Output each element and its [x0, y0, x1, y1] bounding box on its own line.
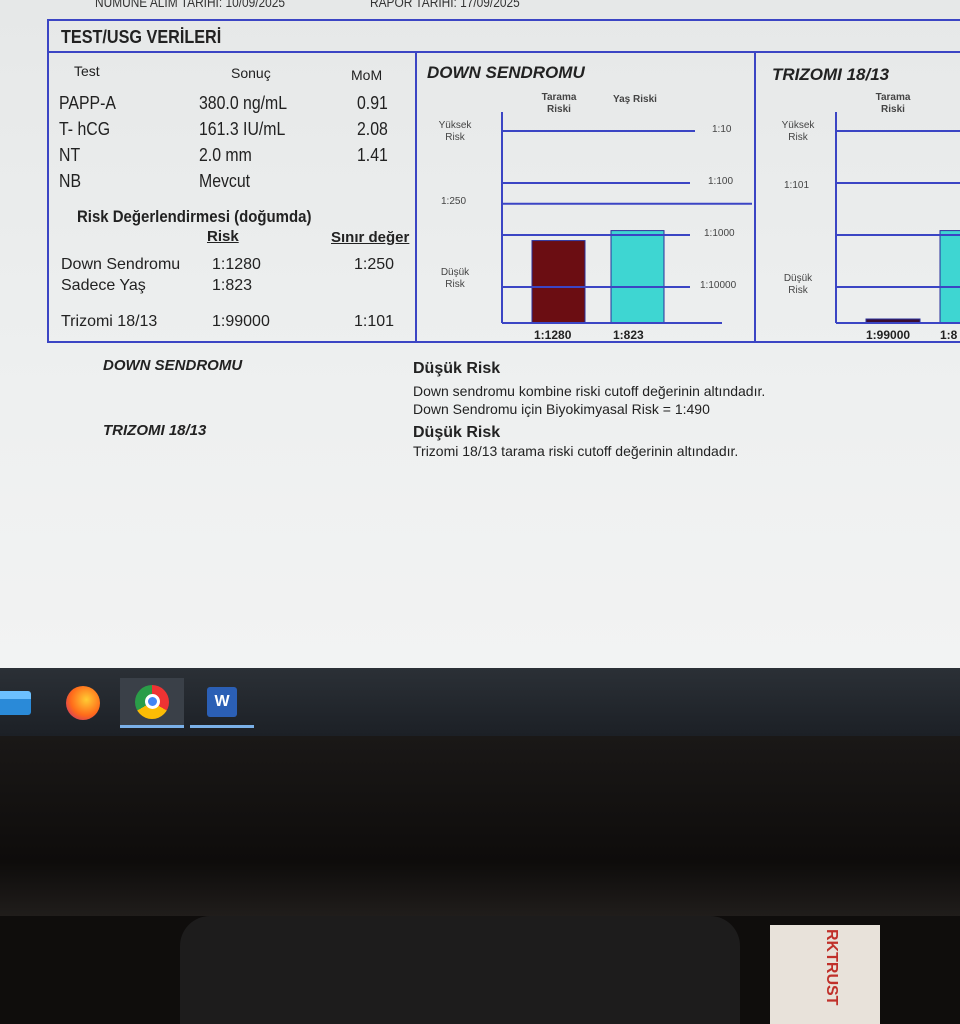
- value-label: 1:8: [940, 328, 958, 342]
- cutoff-label: 1:101: [784, 180, 810, 191]
- chart-title-down: DOWN SENDROMU: [427, 63, 585, 82]
- bar: [610, 230, 665, 324]
- divider: [754, 53, 756, 341]
- chrome-icon[interactable]: [120, 678, 184, 728]
- section-title: TEST/USG VERİLERİ: [61, 27, 222, 47]
- sample-date: NUMUNE ALIM TARİHİ: 10/09/2025: [95, 0, 286, 10]
- value-label: 1:1280: [534, 328, 572, 342]
- gridline-label: 1:10000: [700, 280, 737, 291]
- table-cell: Mevcut: [199, 171, 251, 191]
- screen: NUMUNE ALIM TARİHİ: 10/09/2025 RAPOR TAR…: [0, 0, 960, 668]
- gridline-label: 1:10: [712, 124, 732, 135]
- col-result: Sonuç: [231, 65, 271, 81]
- risk-cell: 1:250: [354, 256, 395, 273]
- section-header: TEST/USG VERİLERİ: [49, 21, 960, 53]
- value-label: 1:823: [613, 328, 644, 342]
- table-cell: 1.41: [357, 145, 388, 165]
- sticker-text: RKTRUST: [823, 929, 840, 1006]
- col-mom: MoM: [351, 67, 383, 83]
- axis-label-low: Düşük Risk: [440, 267, 470, 290]
- risk-cell: Down Sendromu: [61, 256, 181, 273]
- table-cell: 2.0 mm: [199, 145, 252, 165]
- table-cell: T- hCG: [59, 119, 111, 139]
- chart-1: [835, 112, 960, 324]
- risk-col-risk: Risk: [207, 228, 239, 245]
- risk-col-limit: Sınır değer: [331, 229, 410, 246]
- interp-label-down: DOWN SENDROMU: [103, 357, 243, 374]
- axis-label-low: Düşük Risk: [783, 273, 813, 296]
- interp-text: Down sendromu kombine riski cutoff değer…: [413, 383, 766, 399]
- risk-cell: 1:101: [354, 313, 395, 330]
- interp-label-trisomy: TRIZOMI 18/13: [103, 422, 207, 439]
- cutoff-label: 1:250: [441, 196, 467, 207]
- risk-cell: 1:823: [212, 277, 253, 294]
- divider: [415, 53, 417, 341]
- axis-label-high: Yüksek Risk: [438, 120, 472, 143]
- axis-label-high: Yüksek Risk: [781, 120, 815, 143]
- monitor-bezel: [0, 736, 960, 916]
- category-label: Tarama Riski: [541, 92, 577, 115]
- col-test: Test: [74, 63, 100, 79]
- chart-title-trisomy: TRIZOMI 18/13: [772, 65, 890, 84]
- interp-result-down: Düşük Risk: [413, 360, 501, 377]
- table-cell: 161.3 IU/mL: [199, 119, 286, 139]
- value-label: 1:99000: [866, 328, 911, 342]
- table-cell: NB: [59, 171, 82, 191]
- bar: [939, 230, 960, 324]
- taskbar: W: [0, 668, 960, 736]
- gridline-label: 1:1000: [704, 228, 735, 239]
- table-cell: 0.91: [357, 93, 388, 113]
- interp-result-trisomy: Düşük Risk: [413, 424, 501, 441]
- report-frame: TEST/USG VERİLERİ Test Sonuç MoM PAPP-A 3…: [47, 19, 960, 343]
- gridline-label: 1:100: [708, 176, 734, 187]
- word-icon[interactable]: W: [190, 678, 254, 728]
- category-label: Tarama Riski: [875, 92, 911, 115]
- table-cell: NT: [59, 145, 81, 165]
- risk-cell: 1:1280: [212, 256, 261, 273]
- table-cell: 2.08: [357, 119, 388, 139]
- category-label: Yaş Riski: [613, 94, 657, 105]
- risk-cell: Sadece Yaş: [61, 277, 146, 294]
- interp-text: Down Sendromu için Biyokimyasal Risk = 1…: [413, 401, 710, 417]
- table-cell: PAPP-A: [59, 93, 116, 113]
- table-cell: 380.0 ng/mL: [199, 93, 288, 113]
- firefox-icon[interactable]: [51, 678, 115, 728]
- mail-icon[interactable]: [0, 678, 46, 728]
- report-date: RAPOR TARİHİ: 17/09/2025: [370, 0, 520, 10]
- sticker-box: RKTRUST: [770, 925, 880, 1024]
- risk-cell: Trizomi 18/13: [61, 313, 158, 330]
- risk-title: Risk Değerlendirmesi (doğumda): [77, 207, 312, 226]
- chart-0: [501, 112, 752, 324]
- bar: [531, 240, 586, 324]
- monitor-stand: [180, 916, 740, 1024]
- risk-cell: 1:99000: [212, 313, 270, 330]
- interp-text: Trizomi 18/13 tarama riski cutoff değeri…: [413, 443, 739, 459]
